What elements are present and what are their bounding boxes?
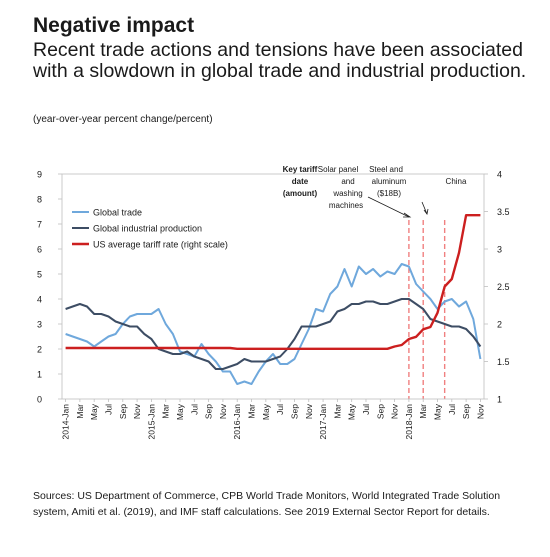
y-left-tick-label: 6 (37, 245, 42, 255)
x-tick-label: May (347, 403, 357, 420)
annotation-steel-line-1: Steel and (369, 165, 403, 174)
source-note: Sources: US Department of Commerce, CPB … (33, 490, 501, 518)
x-tick-label: May (433, 403, 443, 420)
annotation-steel-line-2: aluminum (372, 177, 407, 186)
annotation-solar-line-3: washing (332, 189, 362, 198)
x-tick-label: Jul (103, 404, 113, 415)
x-tick-label: Mar (332, 404, 342, 419)
y-left-tick-label: 9 (37, 170, 42, 180)
y-right-tick-label: 2.5 (497, 282, 510, 292)
x-tick-label: Nov (390, 403, 400, 419)
x-tick-label: Mar (75, 404, 85, 419)
chart-subtitle: Recent trade actions and tensions have b… (33, 39, 527, 82)
x-tick-label: Nov (218, 403, 228, 419)
x-tick-label: Jul (361, 404, 371, 415)
annotation-solar-line-2: and (341, 177, 354, 186)
y-right-tick-label: 1.5 (497, 357, 510, 367)
annotation-solar: Solar panel and washing machines (318, 165, 363, 210)
legend-label: Global trade (93, 208, 142, 218)
x-tick-label: Nov (304, 403, 314, 419)
x-tick-label: May (89, 403, 99, 420)
series-layer (65, 213, 482, 385)
key-tariff-header: Key tariff date (amount) (283, 165, 318, 198)
x-tick-label: Jul (447, 404, 457, 415)
y-left-tick-label: 0 (37, 395, 42, 405)
x-tick-label: Mar (418, 404, 428, 419)
y-left-tick-label: 4 (37, 295, 42, 305)
x-tick-label: Jul (189, 404, 199, 415)
annotation-arrows (367, 196, 429, 218)
x-tick-label: Nov (475, 403, 485, 419)
x-tick-label: Mar (247, 404, 257, 419)
x-tick-label: Sep (375, 404, 385, 419)
steel-arrow (421, 201, 428, 215)
chart-title: Negative impact (33, 14, 195, 37)
y-right-tick-label: 1 (497, 395, 502, 405)
x-tick-label: May (261, 403, 271, 420)
series-line-2 (65, 213, 481, 351)
solar-arrowhead (403, 212, 412, 218)
x-tick-label: 2015-Jan (146, 404, 156, 440)
y-left-tick-label: 7 (37, 220, 42, 230)
key-tariff-header-line-3: (amount) (283, 189, 318, 198)
legend: Global trade Global industrial production… (72, 208, 228, 250)
annotation-solar-line-4: machines (329, 201, 363, 210)
x-tick-label: 2014-Jan (61, 404, 71, 440)
y-right-tick-label: 3 (497, 245, 502, 255)
x-tick-label: 2016-Jan (232, 404, 242, 440)
x-tick-label: Sep (289, 404, 299, 419)
solar-arrow (367, 196, 410, 218)
key-tariff-header-line-1: Key tariff (283, 165, 318, 174)
annotation-solar-line-1: Solar panel (318, 165, 359, 174)
x-tick-label: Nov (132, 403, 142, 419)
y-left-tick-label: 8 (37, 195, 42, 205)
y-left-tick-label: 5 (37, 270, 42, 280)
legend-label: US average tariff rate (right scale) (93, 240, 228, 250)
x-tick-label: Jul (275, 404, 285, 415)
y-right-tick-label: 4 (497, 170, 502, 180)
y-right-tick-label: 2 (497, 320, 502, 330)
legend-label: Global industrial production (93, 224, 202, 234)
x-tick-label: Mar (161, 404, 171, 419)
y-left-tick-label: 2 (37, 345, 42, 355)
x-tick-label: Sep (118, 404, 128, 419)
series-line-0 (65, 263, 482, 385)
x-tick-label: 2017-Jan (318, 404, 328, 440)
line-chart: 0 1 2 3 4 5 6 7 8 9 1 1.5 2 2.5 3 3.5 4 2014-Jan Mar May Jul… (37, 165, 510, 440)
series-line-1 (65, 298, 482, 370)
steel-arrowhead (423, 208, 429, 215)
units-note: (year-over-year percent change/percent) (33, 114, 213, 125)
annotation-steel: Steel and aluminum ($18B) (369, 165, 407, 198)
x-tick-label: May (175, 403, 185, 420)
x-tick-label: 2018-Jan (404, 404, 414, 440)
annotation-china: China (446, 177, 467, 186)
key-tariff-header-line-2: date (292, 177, 309, 186)
y-right-tick-label: 3.5 (497, 207, 510, 217)
y-left-tick-label: 1 (37, 370, 42, 380)
annotation-steel-line-3: ($18B) (377, 189, 401, 198)
x-tick-label: Sep (204, 404, 214, 419)
axis-layer: 0 1 2 3 4 5 6 7 8 9 1 1.5 2 2.5 3 3.5 4 2014-Jan Mar May Jul… (37, 170, 510, 440)
x-tick-label: Sep (461, 404, 471, 419)
y-left-tick-label: 3 (37, 320, 42, 330)
